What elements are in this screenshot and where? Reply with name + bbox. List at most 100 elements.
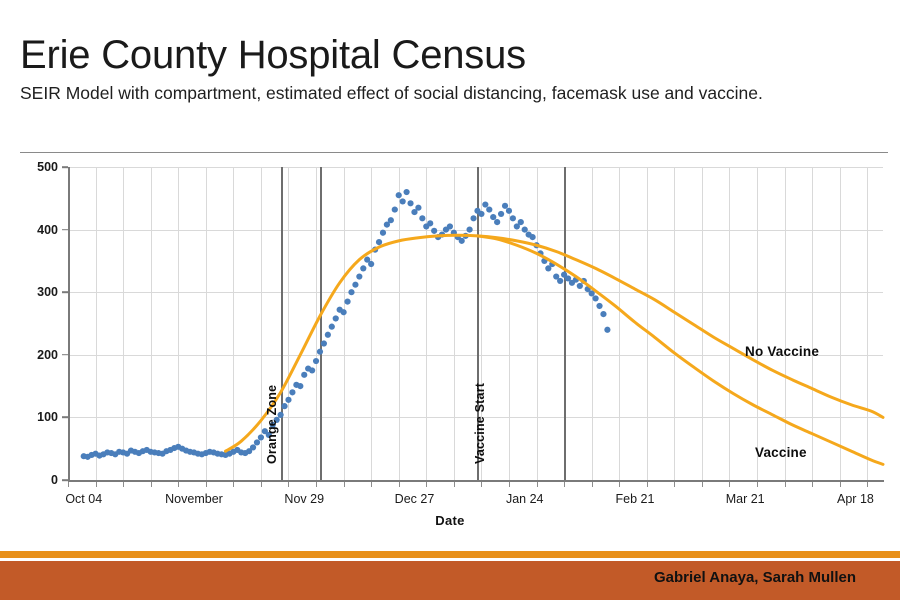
data-point [557,277,564,285]
data-point [486,206,493,213]
data-point [600,311,607,318]
x-tick-label: Nov 29 [284,492,325,506]
data-point [328,323,335,330]
x-tick-label: Jan 24 [505,492,544,506]
gridline-vertical [453,167,455,480]
data-point [285,396,292,403]
x-tick-minor [812,482,814,487]
gridline-vertical [508,167,510,480]
x-tick-minor [260,482,262,487]
annotation-label: Vaccine Start [473,382,488,464]
annotation-line [280,167,283,480]
x-tick-minor [205,482,207,487]
x-tick-minor [288,482,290,487]
gridline-vertical [784,167,786,480]
curve-label: Vaccine [755,445,807,460]
x-tick-minor [316,482,318,487]
data-point [368,260,375,268]
x-tick-minor [150,482,152,487]
y-axis-line [68,167,70,481]
series-no-vaccine [223,233,885,453]
x-axis-line [68,480,884,482]
y-tick-label: 0 [51,473,58,487]
model-curve [475,234,885,466]
data-point [391,206,398,213]
data-point [344,298,351,305]
gridline-vertical [646,167,648,480]
gridline-vertical [701,167,703,480]
y-tick-label: 200 [37,347,58,362]
x-tick-minor [839,482,841,487]
gridline-vertical [123,167,125,480]
gridline-vertical [398,167,400,480]
gridline-vertical [729,167,731,480]
y-tick-mark [62,291,68,293]
hospital-census-chart: Hospital Census Date 0100200300400500Oct… [0,158,900,538]
data-point [269,421,276,429]
y-tick-label: 300 [37,285,58,300]
x-tick-minor [178,482,180,487]
x-tick-minor [453,482,455,487]
model-curve [223,233,885,453]
gridline-vertical [867,167,869,480]
data-point [383,221,391,228]
gridline-vertical [591,167,593,480]
x-tick-minor [95,482,97,487]
gridline-vertical [150,167,152,480]
x-tick-minor [784,482,786,487]
data-point [411,208,418,216]
data-point [356,273,363,280]
plot-area [68,167,883,480]
data-point [297,383,304,390]
data-point [478,210,485,218]
data-point [446,223,454,230]
footer-authors: Gabriel Anaya, Sarah Mullen [653,569,856,586]
data-point [273,416,280,423]
footer-accent-stripe [0,551,900,558]
footer-gap [0,558,900,561]
data-point [497,210,505,218]
x-tick-minor [343,482,345,487]
page-subtitle: SEIR Model with compartment, estimated e… [20,83,763,103]
data-point [470,215,477,222]
y-tick-mark [62,416,68,419]
data-point [419,215,426,222]
x-tick-minor [123,482,125,487]
data-point [482,201,489,208]
data-point [576,282,583,290]
data-point [364,256,371,263]
gridline-vertical [481,167,483,480]
data-point [521,226,528,233]
data-point [431,227,438,234]
data-point [320,340,328,347]
gridline-vertical [812,167,814,480]
gridline-vertical [233,167,235,480]
x-tick-label: Apr 18 [837,492,874,506]
x-tick-minor [646,482,648,487]
header-divider [20,152,888,153]
data-point [309,367,316,374]
data-point [316,348,324,355]
y-tick-mark [62,228,68,231]
x-tick-minor [536,482,538,487]
annotation-line [319,167,322,480]
data-point [517,218,524,226]
gridline-horizontal [68,292,883,294]
data-point [415,204,422,211]
gridline-vertical [536,167,538,480]
data-point [340,309,347,316]
gridline-vertical [205,167,207,480]
x-tick-minor [233,482,235,487]
data-point [505,207,513,214]
data-point [246,448,253,455]
data-point [352,281,359,288]
gridline-vertical [178,167,180,480]
data-point [399,198,406,205]
data-point [348,289,355,296]
data-point [466,226,473,233]
annotation-line [564,167,567,480]
y-tick-mark [62,166,68,168]
slide-header: Erie County Hospital Census SEIR Model w… [20,34,880,104]
data-point [545,265,552,272]
